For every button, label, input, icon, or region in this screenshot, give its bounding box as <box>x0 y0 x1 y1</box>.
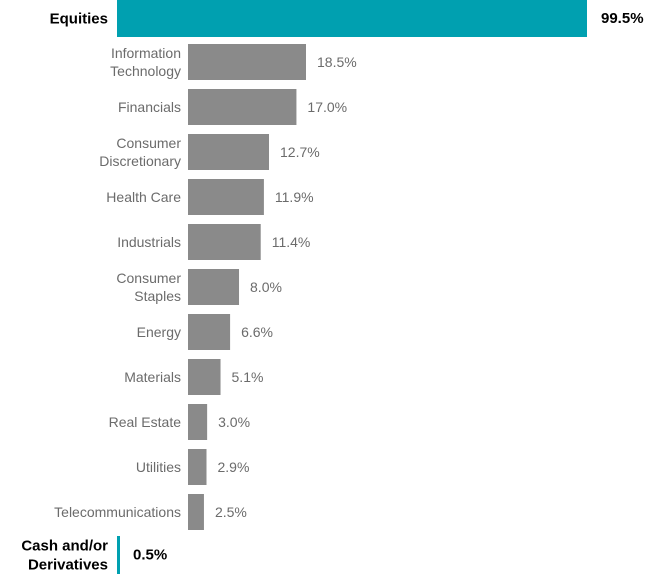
sector-label: Energy <box>137 324 181 340</box>
sector-bar <box>188 44 306 80</box>
sector-label: Telecommunications <box>54 504 181 520</box>
sector-label: Consumer Discretionary <box>99 135 181 169</box>
sector-bar <box>188 269 240 305</box>
sector-bar <box>188 359 221 395</box>
sector-bar <box>188 89 297 125</box>
cash-derivatives-bar <box>117 536 120 574</box>
sector-bar <box>188 449 207 485</box>
equities-label: Equities <box>50 10 108 27</box>
sector-label: Materials <box>124 369 181 385</box>
sector-bar <box>188 314 231 350</box>
sector-label: Utilities <box>136 459 181 475</box>
cash-derivatives-value-label: 0.5% <box>133 547 167 564</box>
sector-value-label: 5.1% <box>232 369 264 385</box>
sector-value-label: 8.0% <box>250 279 282 295</box>
sector-label: Real Estate <box>109 414 182 430</box>
sector-value-label: 3.0% <box>218 414 250 430</box>
sector-label: Industrials <box>117 234 181 250</box>
sector-bar <box>188 134 270 170</box>
sector-bar <box>188 224 261 260</box>
sector-bar <box>188 404 208 440</box>
sector-bar <box>188 179 264 215</box>
sector-value-label: 17.0% <box>307 99 347 115</box>
sector-value-label: 12.7% <box>280 144 320 160</box>
cash-derivatives-label: Cash and/or Derivatives <box>21 537 108 573</box>
sector-label: Health Care <box>106 189 181 205</box>
sector-value-label: 11.9% <box>275 189 314 205</box>
equities-value-label: 99.5% <box>601 10 644 27</box>
sector-value-label: 2.5% <box>215 504 247 520</box>
sector-label: Information Technology <box>110 45 181 79</box>
sector-value-label: 11.4% <box>272 234 311 250</box>
sector-value-label: 2.9% <box>217 459 249 475</box>
sector-label: Financials <box>118 99 181 115</box>
sector-value-label: 18.5% <box>317 54 357 70</box>
sector-value-label: 6.6% <box>241 324 273 340</box>
sector-bar <box>188 494 204 530</box>
sector-label: Consumer Staples <box>116 270 181 304</box>
equities-bar <box>117 0 587 37</box>
